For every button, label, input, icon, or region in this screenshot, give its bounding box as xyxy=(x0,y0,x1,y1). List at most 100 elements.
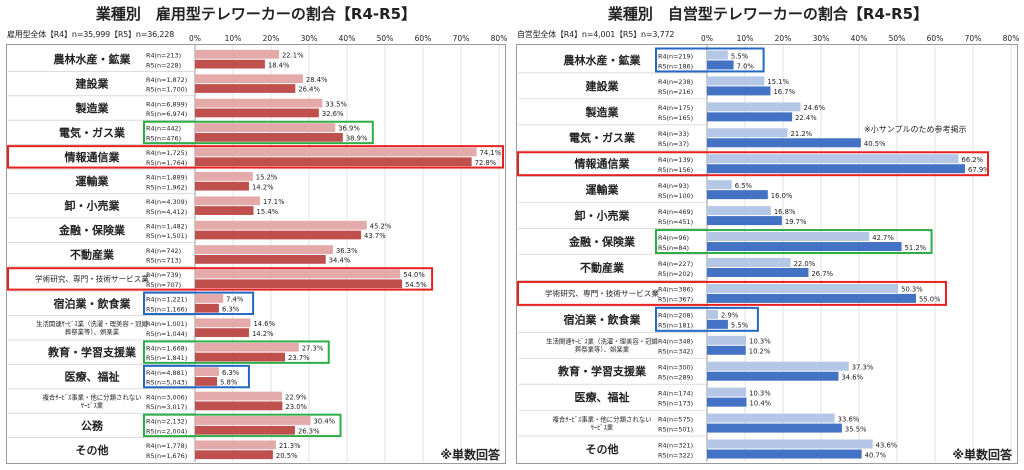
r5-value-label: 14.2% xyxy=(252,330,274,338)
r5-sample-label: R5(n=173) xyxy=(658,399,693,407)
r5-value-label: 6.3% xyxy=(222,305,240,313)
self-employed-bar-chart: 0% 10% 20% 30% 40% 50% 60% 70% 80% 農林水産・鉱業 R4(n=21… xyxy=(517,34,1019,462)
category-label-line: 複合ｻｰﾋﾞｽ事業・他に分類されない xyxy=(42,392,141,401)
r4-bar xyxy=(195,171,253,181)
x-tick-label: 50% xyxy=(889,34,906,43)
r5-bar xyxy=(707,449,862,459)
r4-sample-label: R4(n=238) xyxy=(658,78,693,86)
r5-sample-label: R5(n=1,700) xyxy=(146,86,187,94)
category-label: 運輸業 xyxy=(586,183,620,197)
r5-value-label: 10.2% xyxy=(749,348,771,356)
r4-bar xyxy=(195,367,219,377)
r5-value-label: 34.4% xyxy=(329,257,351,265)
r5-bar xyxy=(707,60,734,70)
r4-value-label: 5.5% xyxy=(731,52,749,60)
r5-sample-label: R5(n=3,017) xyxy=(146,403,187,411)
r4-value-label: 24.6% xyxy=(803,104,825,112)
r4-bar xyxy=(195,123,336,132)
r4-bar xyxy=(195,196,260,206)
r5-value-label: 54.5% xyxy=(405,281,427,289)
category-label: 金融・保険業 xyxy=(58,223,126,237)
r4-value-label: 43.6% xyxy=(876,441,898,449)
category-label: 運輸業 xyxy=(76,174,110,188)
green-highlight-box xyxy=(655,229,933,254)
r5-value-label: 5.5% xyxy=(731,322,749,330)
r4-sample-label: R4(n=469) xyxy=(658,208,693,216)
category-label: その他 xyxy=(76,443,109,457)
r4-sample-label: R4(n=3,006) xyxy=(146,393,187,401)
r4-value-label: 22.0% xyxy=(794,260,816,268)
r4-value-label: 6.3% xyxy=(222,369,240,377)
r5-sample-label: R5(n=342) xyxy=(658,348,693,356)
r4-bar xyxy=(195,49,279,59)
r4-sample-label: R4(n=208) xyxy=(658,312,693,320)
r5-value-label: 26.3% xyxy=(298,427,320,435)
category-label-line: ｻｰﾋﾞｽ業 xyxy=(591,422,614,431)
r5-sample-label: R5(n=228) xyxy=(146,61,181,69)
r5-bar xyxy=(707,112,793,122)
red-highlight-box xyxy=(517,280,947,306)
x-tick-label: 0% xyxy=(701,34,713,43)
r4-sample-label: R4(n=300) xyxy=(658,364,693,372)
r4-value-label: 33.5% xyxy=(325,100,347,108)
r4-sample-label: R4(n=321) xyxy=(658,441,693,449)
r5-bar xyxy=(707,319,728,329)
chart-frame xyxy=(516,44,1018,464)
r5-bar xyxy=(707,86,771,96)
r5-sample-label: R5(n=1,962) xyxy=(146,183,187,191)
r5-sample-label: R5(n=1,841) xyxy=(146,354,187,362)
r4-bar xyxy=(195,147,477,157)
category-label: 不動産業 xyxy=(580,260,625,274)
r5-sample-label: R5(n=322) xyxy=(658,451,693,459)
r4-bar xyxy=(195,440,276,450)
r4-bar xyxy=(195,245,333,254)
r4-bar xyxy=(707,413,835,423)
r5-sample-label: R5(n=186) xyxy=(658,62,693,70)
r5-sample-label: R5(n=165) xyxy=(658,114,693,122)
r5-bar xyxy=(707,190,768,200)
r4-sample-label: R4(n=1,872) xyxy=(146,76,187,84)
r5-sample-label: R5(n=707) xyxy=(146,281,181,289)
category-label-line: 葬祭業等）、娯楽業 xyxy=(575,345,630,354)
r5-bar xyxy=(195,328,249,338)
blue-highlight-box xyxy=(655,306,759,332)
x-tick-label: 40% xyxy=(339,34,356,43)
x-tick-label: 10% xyxy=(225,34,242,43)
r4-value-label: 36.3% xyxy=(336,247,358,255)
category-label: 建設業 xyxy=(76,77,110,91)
r4-bar xyxy=(707,154,959,164)
r5-sample-label: R5(n=1,676) xyxy=(146,452,187,460)
r5-value-label: 10.4% xyxy=(750,399,772,407)
r5-sample-label: R5(n=6,974) xyxy=(146,110,187,118)
chart-title: 業種別 雇用型テレワーカーの割合【R4-R5】 xyxy=(95,5,417,23)
r4-bar xyxy=(195,318,251,328)
r5-sample-label: R5(n=713) xyxy=(146,257,181,265)
employed-teleworker-chart-panel: 業種別 雇用型テレワーカーの割合【R4-R5】 雇用型全体【R4】n=35,99… xyxy=(6,5,507,464)
r4-sample-label: R4(n=174) xyxy=(658,389,693,397)
r5-sample-label: R5(n=4,412) xyxy=(146,208,187,216)
green-highlight-box xyxy=(143,340,330,364)
r5-value-label: 35.5% xyxy=(845,425,867,433)
r5-bar xyxy=(707,267,809,277)
r4-bar xyxy=(707,439,873,449)
r5-sample-label: R5(n=2,004) xyxy=(146,427,187,435)
r4-value-label: 10.3% xyxy=(749,338,771,346)
r5-value-label: 23.0% xyxy=(285,403,307,411)
r4-value-label: 66.2% xyxy=(962,156,984,164)
r5-sample-label: R5(n=1,764) xyxy=(146,159,187,167)
category-label: 医療、福祉 xyxy=(65,370,120,384)
r5-bar xyxy=(195,59,265,69)
r4-bar xyxy=(707,232,870,242)
r4-bar xyxy=(707,206,771,216)
x-tick-label: 20% xyxy=(263,34,280,43)
r4-sample-label: R4(n=575) xyxy=(658,415,693,423)
r4-sample-label: R4(n=386) xyxy=(658,286,693,294)
x-tick-label: 0% xyxy=(189,34,201,43)
r4-bar xyxy=(707,257,791,267)
r5-bar xyxy=(195,255,326,264)
r4-sample-label: R4(n=96) xyxy=(658,234,689,242)
x-tick-label: 30% xyxy=(301,34,318,43)
r4-value-label: 50.3% xyxy=(901,286,923,294)
x-tick-label: 60% xyxy=(927,34,944,43)
r4-sample-label: R4(n=1,725) xyxy=(146,149,187,157)
